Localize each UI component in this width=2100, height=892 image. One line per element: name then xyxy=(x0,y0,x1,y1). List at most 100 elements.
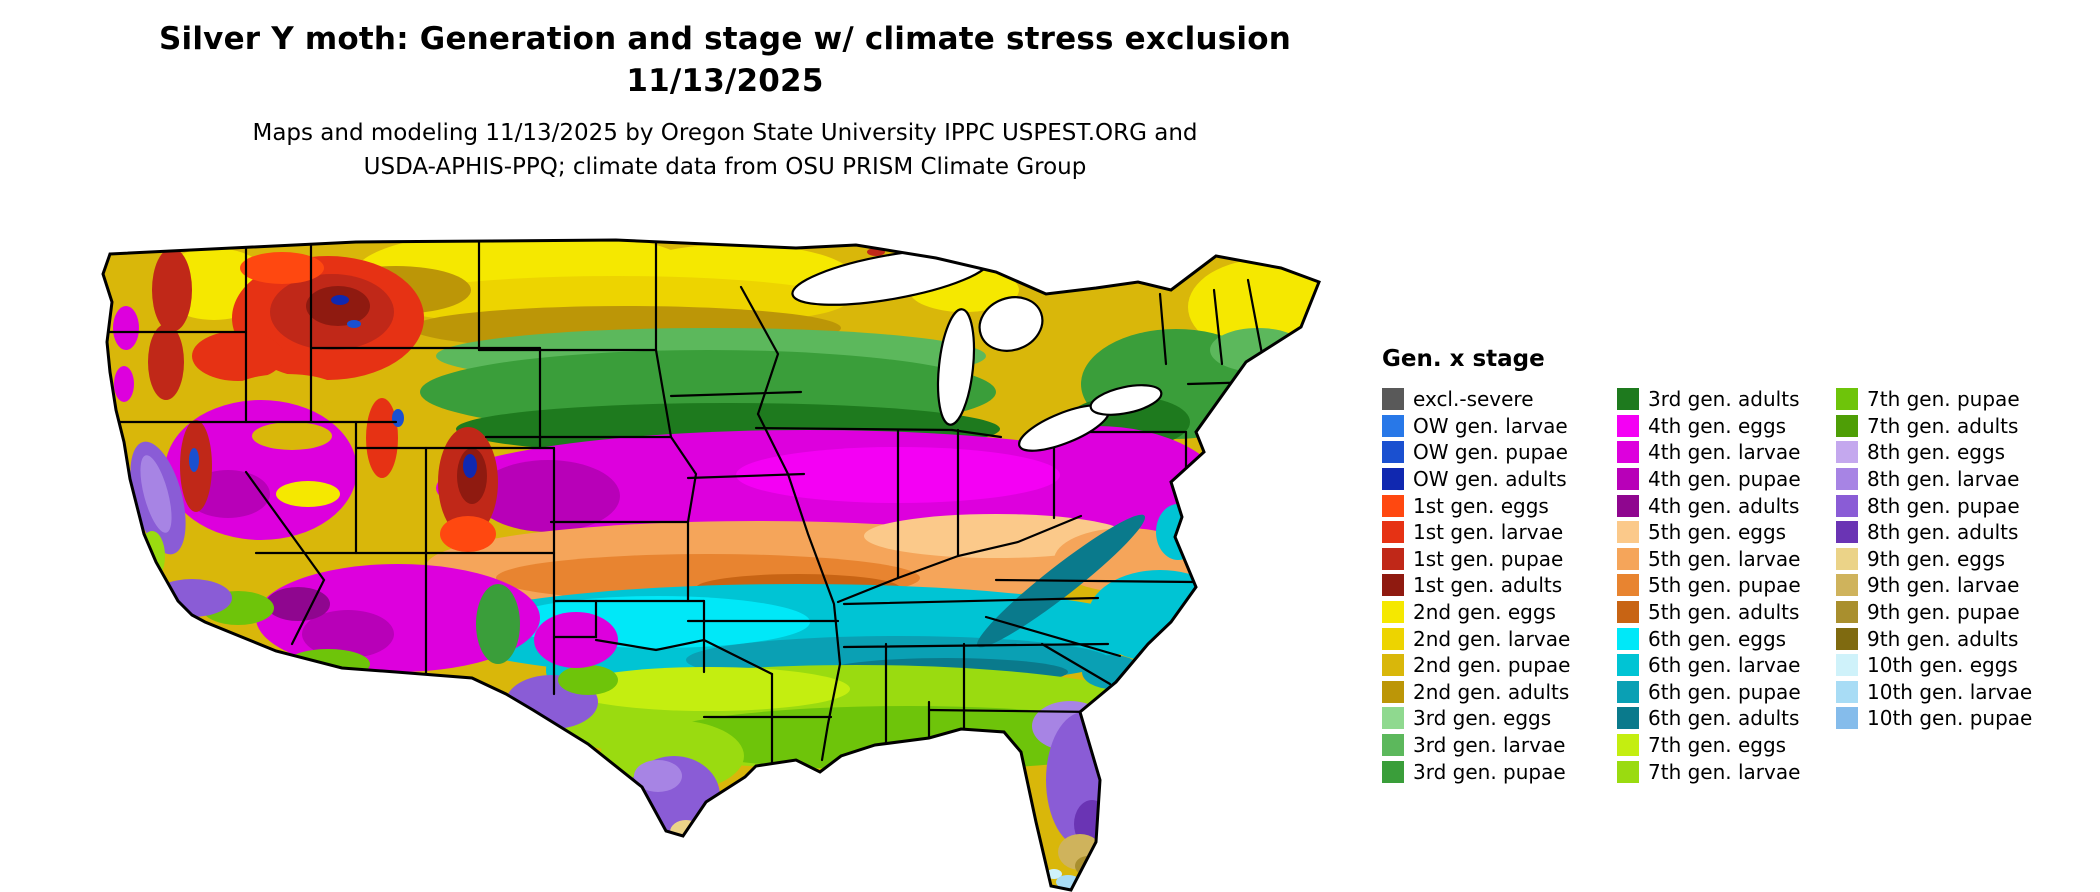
legend-column-2: 3rd gen. adults 4th gen. eggs 4th gen. lar… xyxy=(1617,386,1836,785)
legend-swatch xyxy=(1382,441,1404,464)
map-credits: Maps and modeling 11/13/2025 by Oregon S… xyxy=(0,116,1450,184)
legend-item: 4th gen. eggs xyxy=(1617,413,1836,440)
legend-swatch xyxy=(1382,601,1404,624)
legend-item: 7th gen. pupae xyxy=(1836,386,2032,413)
legend-swatch xyxy=(1617,707,1639,730)
legend-column-1: excl.-severe OW gen. larvae OW gen. pupae O… xyxy=(1382,386,1617,785)
legend-label: 4th gen. larvae xyxy=(1648,440,1801,465)
legend-label: OW gen. larvae xyxy=(1413,413,1568,438)
legend-label: 3rd gen. larvae xyxy=(1413,733,1566,758)
legend-swatch xyxy=(1382,414,1404,437)
legend-label: 8th gen. adults xyxy=(1867,520,2019,545)
legend-label: 4th gen. adults xyxy=(1648,493,1800,518)
legend-swatch xyxy=(1617,468,1639,491)
legend-columns: excl.-severe OW gen. larvae OW gen. pupae O… xyxy=(1382,386,2032,785)
legend-swatch xyxy=(1382,707,1404,730)
legend-label: 1st gen. larvae xyxy=(1413,520,1564,545)
legend-item: excl.-severe xyxy=(1382,386,1617,413)
legend-column-3: 7th gen. pupae 7th gen. adults 8th gen. eg… xyxy=(1836,386,2032,732)
legend-item: 5th gen. larvae xyxy=(1617,546,1836,573)
legend-label: 5th gen. larvae xyxy=(1648,546,1801,571)
legend-swatch xyxy=(1382,734,1404,757)
legend-item: OW gen. adults xyxy=(1382,466,1617,493)
legend-label: 6th gen. adults xyxy=(1648,706,1800,731)
legend-label: 2nd gen. pupae xyxy=(1413,653,1571,678)
legend-swatch xyxy=(1617,388,1639,411)
legend-item: 1st gen. eggs xyxy=(1382,492,1617,519)
legend-label: 9th gen. pupae xyxy=(1867,600,2020,625)
legend-swatch xyxy=(1617,601,1639,624)
legend-swatch xyxy=(1617,441,1639,464)
us-outline xyxy=(101,238,1321,892)
legend-item: 2nd gen. pupae xyxy=(1382,652,1617,679)
legend-swatch xyxy=(1836,680,1858,703)
legend-label: 8th gen. larvae xyxy=(1867,467,2020,492)
legend-label: 5th gen. adults xyxy=(1648,600,1800,625)
legend-item: 10th gen. eggs xyxy=(1836,652,2032,679)
us-map-svg xyxy=(101,238,1321,892)
legend-label: 3rd gen. pupae xyxy=(1413,759,1566,784)
legend-swatch xyxy=(1617,627,1639,650)
legend-item: 3rd gen. larvae xyxy=(1382,732,1617,759)
lake-huron xyxy=(978,296,1044,352)
legend-swatch xyxy=(1836,388,1858,411)
legend-item: 8th gen. larvae xyxy=(1836,466,2032,493)
legend-swatch xyxy=(1836,627,1858,650)
legend-swatch xyxy=(1617,734,1639,757)
legend-item: 5th gen. eggs xyxy=(1617,519,1836,546)
legend-item: 7th gen. adults xyxy=(1836,413,2032,440)
map-title-date: 11/13/2025 xyxy=(626,63,824,99)
legend-item: 8th gen. pupae xyxy=(1836,492,2032,519)
legend-label: 2nd gen. adults xyxy=(1413,679,1570,704)
legend-swatch xyxy=(1617,521,1639,544)
legend-label: OW gen. adults xyxy=(1413,467,1567,492)
legend-item: 10th gen. pupae xyxy=(1836,705,2032,732)
legend-item: OW gen. pupae xyxy=(1382,439,1617,466)
legend-swatch xyxy=(1382,494,1404,517)
map-title: Silver Y moth: Generation and stage w/ c… xyxy=(158,21,1291,57)
legend-item: 5th gen. adults xyxy=(1617,599,1836,626)
map-header: Silver Y moth: Generation and stage w/ c… xyxy=(0,18,1450,184)
legend-label: 9th gen. adults xyxy=(1867,626,2019,651)
legend-label: 1st gen. eggs xyxy=(1413,493,1549,518)
legend-swatch xyxy=(1382,388,1404,411)
legend-label: 8th gen. pupae xyxy=(1867,493,2020,518)
legend-label: 7th gen. pupae xyxy=(1867,387,2020,412)
legend-swatch xyxy=(1836,707,1858,730)
legend-item: 1st gen. adults xyxy=(1382,572,1617,599)
legend-item: 6th gen. pupae xyxy=(1617,679,1836,706)
legend-item: 10th gen. larvae xyxy=(1836,679,2032,706)
lake-michigan xyxy=(936,308,976,426)
legend-title: Gen. x stage xyxy=(1382,346,1545,372)
legend-swatch xyxy=(1382,547,1404,570)
legend-label: 1st gen. adults xyxy=(1413,573,1563,598)
legend-item: 6th gen. adults xyxy=(1617,705,1836,732)
legend-item: 3rd gen. eggs xyxy=(1382,705,1617,732)
legend-swatch xyxy=(1382,760,1404,783)
legend-swatch xyxy=(1617,574,1639,597)
legend-item: 8th gen. eggs xyxy=(1836,439,2032,466)
legend-item: 4th gen. adults xyxy=(1617,492,1836,519)
legend-item: 9th gen. adults xyxy=(1836,625,2032,652)
legend-item: 4th gen. larvae xyxy=(1617,439,1836,466)
legend-swatch xyxy=(1617,494,1639,517)
legend-label: 9th gen. eggs xyxy=(1867,546,2006,571)
legend-label: 4th gen. pupae xyxy=(1648,467,1801,492)
legend-swatch xyxy=(1382,680,1404,703)
legend-swatch xyxy=(1617,547,1639,570)
legend-label: 6th gen. eggs xyxy=(1648,626,1787,651)
legend-swatch xyxy=(1836,601,1858,624)
legend-swatch xyxy=(1836,654,1858,677)
legend-label: 6th gen. pupae xyxy=(1648,679,1801,704)
legend-label: 10th gen. eggs xyxy=(1867,653,2018,678)
legend-swatch xyxy=(1382,521,1404,544)
legend-label: 6th gen. larvae xyxy=(1648,653,1801,678)
legend-item: 5th gen. pupae xyxy=(1617,572,1836,599)
legend-swatch xyxy=(1617,654,1639,677)
legend-item: 1st gen. pupae xyxy=(1382,546,1617,573)
legend-item: 7th gen. eggs xyxy=(1617,732,1836,759)
legend-item: 9th gen. pupae xyxy=(1836,599,2032,626)
legend-item: OW gen. larvae xyxy=(1382,413,1617,440)
legend-swatch xyxy=(1382,654,1404,677)
